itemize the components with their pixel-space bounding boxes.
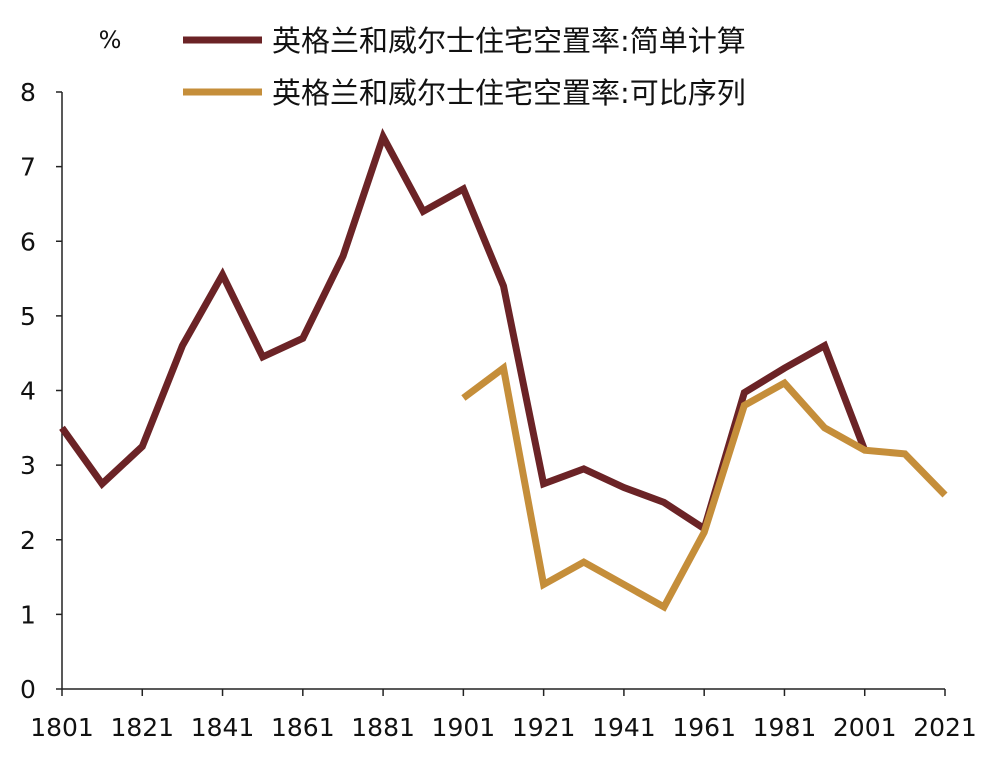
x-tick-label: 1801: [30, 713, 94, 742]
x-ticks: 1801 1821 1841 1861 1881 1901 1921 1941 1961 1981…: [30, 689, 977, 742]
x-tick-label: 1901: [432, 713, 496, 742]
y-ticks: 0 1 2 3 4 5 6 7 8: [20, 78, 62, 704]
legend: 英格兰和威尔士住宅空置率:简单计算 英格兰和威尔士住宅空置率:可比序列: [183, 24, 746, 110]
x-tick-label: 1941: [592, 713, 656, 742]
series-line-comparable: [461, 361, 948, 612]
y-tick-label: 1: [20, 600, 36, 629]
x-tick-label: 1841: [191, 713, 255, 742]
legend-label-comparable: 英格兰和威尔士住宅空置率:可比序列: [272, 76, 746, 110]
x-tick-label: 1821: [110, 713, 174, 742]
y-tick-label: 8: [20, 78, 36, 107]
x-tick-label: 1881: [351, 713, 415, 742]
x-tick-label: 1981: [753, 713, 817, 742]
legend-label-simple: 英格兰和威尔士住宅空置率:简单计算: [272, 24, 746, 58]
y-tick-label: 5: [20, 302, 36, 331]
y-tick-label: 2: [20, 526, 36, 555]
x-tick-label: 1961: [672, 713, 736, 742]
x-tick-label: 2001: [833, 713, 897, 742]
y-unit-label: %: [99, 26, 122, 54]
x-tick-label: 1861: [271, 713, 335, 742]
y-tick-label: 3: [20, 451, 36, 480]
series-line-simple: [59, 128, 868, 535]
y-tick-label: 4: [20, 377, 36, 406]
y-tick-label: 6: [20, 227, 36, 256]
series-group: [59, 128, 948, 612]
y-tick-label: 0: [20, 675, 36, 704]
x-tick-label: 1921: [512, 713, 576, 742]
x-tick-label: 2021: [913, 713, 977, 742]
y-tick-label: 7: [20, 153, 36, 182]
